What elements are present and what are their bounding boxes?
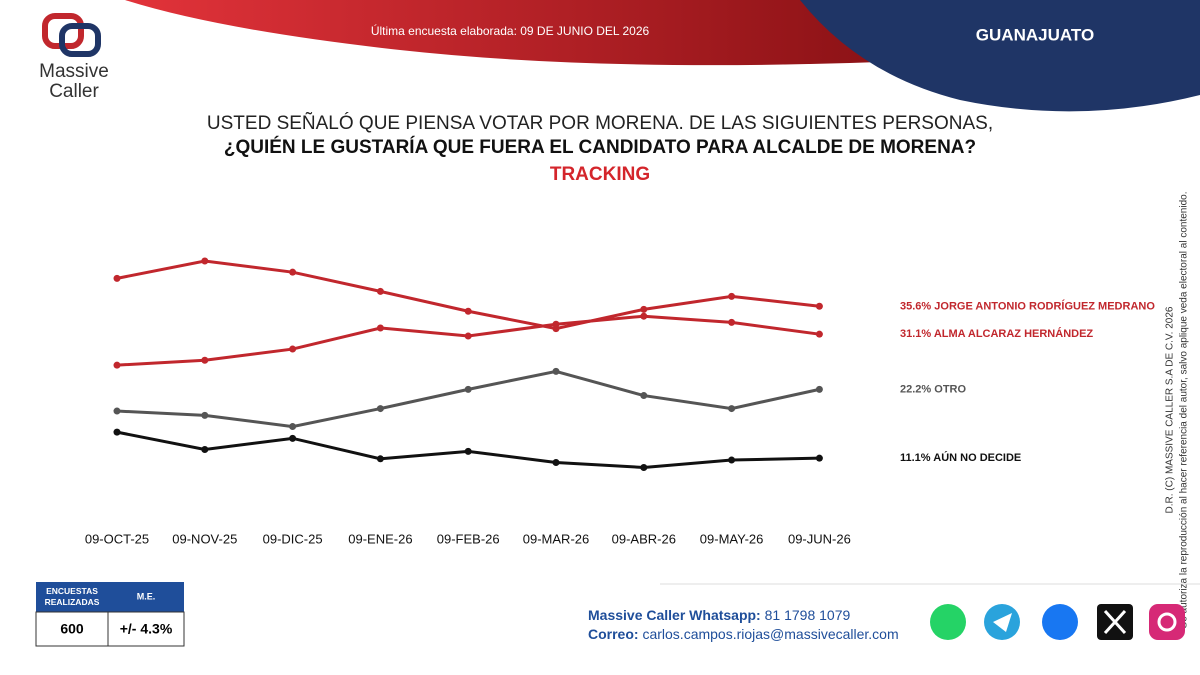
- x-tick-label: 09-ABR-26: [612, 531, 676, 546]
- table-cell: 600: [60, 621, 84, 637]
- instagram-icon[interactable]: [1149, 604, 1185, 640]
- point: [376, 287, 384, 295]
- table-header-cell: M.E.: [137, 591, 156, 601]
- contact-value: 81 1798 1079: [765, 607, 851, 623]
- value-label: 31.1%: [900, 328, 931, 340]
- point: [640, 305, 648, 313]
- point: [464, 332, 472, 340]
- point: [728, 405, 736, 413]
- point: [113, 361, 121, 369]
- header-band: [125, 0, 880, 66]
- point: [728, 456, 736, 464]
- contact-label: Massive Caller Whatsapp:: [588, 607, 761, 623]
- series-label: 31.1% ALMA ALCARAZ HERNÁNDEZ: [900, 327, 1093, 340]
- legend-entry: OTRO: [934, 383, 966, 395]
- region: GUANAJUATO: [976, 25, 1094, 44]
- header-blue: [800, 0, 1200, 112]
- side-note-line: D.R. (C) MASSIVE CALLER S.A DE C.V. 2026: [1165, 306, 1176, 513]
- point: [201, 446, 209, 453]
- point: [464, 307, 472, 315]
- side-note-line: Se autoriza la reproducción al hacer ref…: [1179, 192, 1190, 629]
- x-tick-label: 09-ENE-26: [348, 531, 412, 546]
- point: [815, 302, 823, 310]
- series-line: [116, 259, 820, 331]
- point: [815, 385, 823, 393]
- logo-text: Caller: [49, 81, 99, 102]
- contact-line: Correo: carlos.campos.riojas@massivecall…: [588, 626, 899, 642]
- table-header-cell: ENCUESTAS REALIZADAS: [44, 586, 100, 607]
- x-tick-label: 09-FEB-26: [437, 531, 500, 546]
- point: [376, 405, 384, 413]
- side-note: D.R. (C) MASSIVE CALLER S.A DE C.V. 2026…: [1165, 192, 1190, 629]
- title: USTED SEÑALÓ QUE PIENSA VOTAR POR MORENA…: [207, 112, 993, 134]
- contact-label: Correo:: [588, 626, 639, 642]
- logo-text: Massive: [39, 61, 109, 82]
- point: [113, 428, 121, 436]
- point: [289, 423, 297, 431]
- point: [640, 463, 648, 471]
- point: [289, 268, 297, 276]
- logo: Massive Caller: [39, 13, 109, 102]
- x-tick-label: 09-MAY-26: [700, 531, 764, 546]
- series-line: [116, 314, 820, 367]
- contact-value: carlos.campos.riojas@massivecaller.com: [642, 626, 898, 642]
- series-label: 35.6% JORGE ANTONIO RODRÍGUEZ MEDRANO: [900, 299, 1155, 312]
- legend-entry: AÚN NO DECIDE: [933, 451, 1021, 464]
- x-tick-label: 09-NOV-25: [172, 531, 237, 546]
- social-icons: [930, 604, 1185, 640]
- x-tick-label: 09-OCT-25: [85, 531, 149, 546]
- value-label: 11.1%: [900, 452, 931, 464]
- series-line: [116, 369, 820, 429]
- value-label: 35.6%: [900, 300, 931, 312]
- contact-line: Massive Caller Whatsapp: 81 1798 1079: [588, 607, 850, 623]
- title: ¿QUIÉN LE GUSTARÍA QUE FUERA EL CANDIDAT…: [224, 136, 976, 158]
- whatsapp-icon[interactable]: [930, 604, 966, 640]
- value-label: 22.2%: [900, 383, 931, 395]
- point: [552, 459, 560, 467]
- point: [376, 455, 384, 463]
- point: [113, 407, 121, 415]
- series-label: 11.1% AÚN NO DECIDE: [900, 451, 1021, 464]
- point: [201, 411, 209, 419]
- legend-entry: ALMA ALCARAZ HERNÁNDEZ: [934, 327, 1094, 340]
- table-header: [36, 582, 184, 612]
- point: [113, 274, 121, 282]
- point: [640, 392, 648, 400]
- point: [464, 385, 472, 393]
- point: [376, 324, 384, 332]
- point: [815, 454, 823, 462]
- stats-table: ENCUESTAS REALIZADAS M.E. 600 +/- 4.3%: [35, 582, 185, 647]
- table-row: [35, 611, 185, 647]
- point: [728, 318, 736, 326]
- point: [640, 312, 648, 320]
- point: [815, 330, 823, 338]
- point: [201, 257, 209, 265]
- point: [289, 434, 297, 442]
- x-tick-label: 09-MAR-26: [523, 531, 589, 546]
- x-tick-label: 09-JUN-26: [788, 531, 851, 546]
- point: [201, 356, 209, 364]
- series-label: 22.2% OTRO: [900, 383, 966, 395]
- facebook-icon[interactable]: [1042, 604, 1078, 640]
- point: [552, 320, 560, 328]
- x-tick-label: 09-DIC-25: [263, 531, 323, 546]
- legend-entry: JORGE ANTONIO RODRÍGUEZ MEDRANO: [934, 299, 1155, 312]
- table-cell: +/- 4.3%: [120, 621, 173, 637]
- survey-date: Última encuesta elaborada: 09 DE JUNIO D…: [371, 23, 650, 38]
- point: [728, 292, 736, 300]
- point: [552, 367, 560, 375]
- title: TRACKING: [550, 164, 650, 185]
- point: [464, 447, 472, 455]
- point: [289, 345, 297, 353]
